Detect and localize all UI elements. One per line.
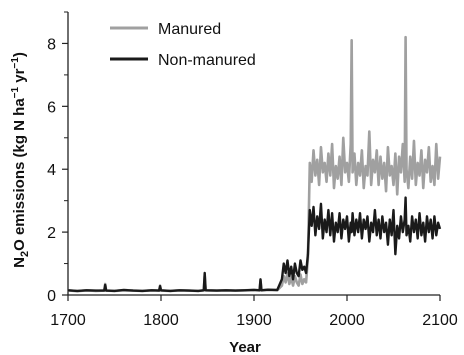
series-line-non-manured (67, 196, 442, 293)
y-tick-label: 4 (47, 162, 56, 179)
y-tick-label: 6 (47, 99, 56, 116)
y-axis-title-sup-1: −1 (10, 86, 21, 98)
x-tick-label: 1900 (236, 312, 272, 329)
x-tick-label: 1700 (50, 312, 86, 329)
x-axis-title: Year (229, 339, 261, 355)
x-tick-label: 2000 (329, 312, 365, 329)
legend-label-manured: Manured (158, 21, 221, 38)
y-axis-title-part-3: yr (11, 68, 28, 87)
y-axis-title-part-2: O emissions (kg N ha (11, 98, 28, 251)
y-tick-label: 8 (47, 36, 56, 53)
axes: 0 2 4 6 8 1700 1800 1900 2000 2100 (47, 11, 458, 329)
legend-label-non-manured: Non-manured (158, 52, 256, 69)
series-layer (67, 35, 442, 293)
y-axis-title-sub: 2 (19, 251, 31, 257)
y-axis-title-sup-2: −1 (10, 57, 21, 69)
y-axis-title-part-4: ) (11, 52, 28, 57)
legend: Manured Non-manured (110, 21, 256, 69)
y-axis-title-part-1: N (11, 257, 28, 268)
x-tick-label: 2100 (422, 312, 458, 329)
series-line-manured (67, 35, 442, 293)
y-tick-label: 0 (47, 288, 56, 305)
x-tick-label: 1800 (143, 312, 179, 329)
y-axis-title: N2O emissions (kg N ha−1 yr−1) (10, 52, 31, 268)
y-tick-label: 2 (47, 225, 56, 242)
